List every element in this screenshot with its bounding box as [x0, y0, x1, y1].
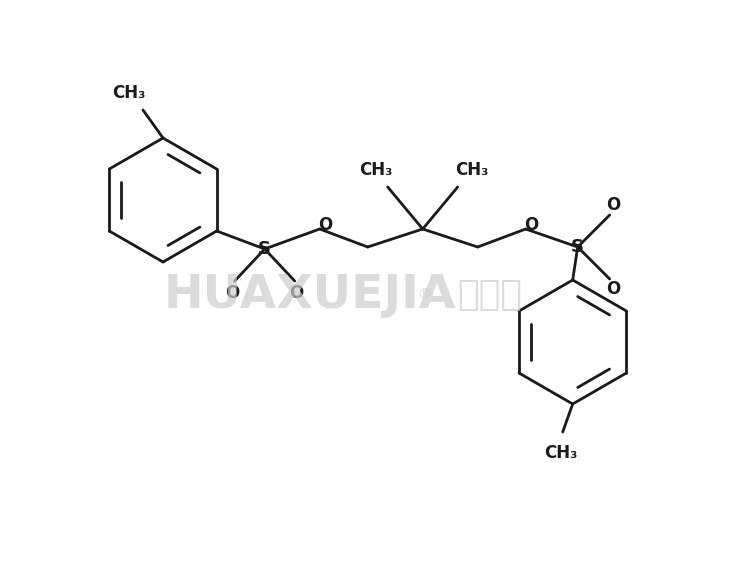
Text: O: O	[607, 280, 621, 298]
Text: S: S	[571, 238, 584, 256]
Text: O: O	[318, 216, 333, 234]
Text: CH₃: CH₃	[112, 84, 146, 102]
Text: O: O	[225, 284, 240, 302]
Text: HUAXUEJIA: HUAXUEJIA	[164, 273, 456, 318]
Text: 化学加: 化学加	[458, 278, 523, 312]
Text: S: S	[258, 240, 271, 258]
Text: O: O	[290, 284, 304, 302]
Text: O: O	[607, 196, 621, 214]
Text: CH₃: CH₃	[455, 161, 488, 179]
Text: ®: ®	[417, 288, 431, 302]
Text: CH₃: CH₃	[359, 161, 392, 179]
Text: O: O	[524, 216, 539, 234]
Text: CH₃: CH₃	[544, 444, 577, 462]
